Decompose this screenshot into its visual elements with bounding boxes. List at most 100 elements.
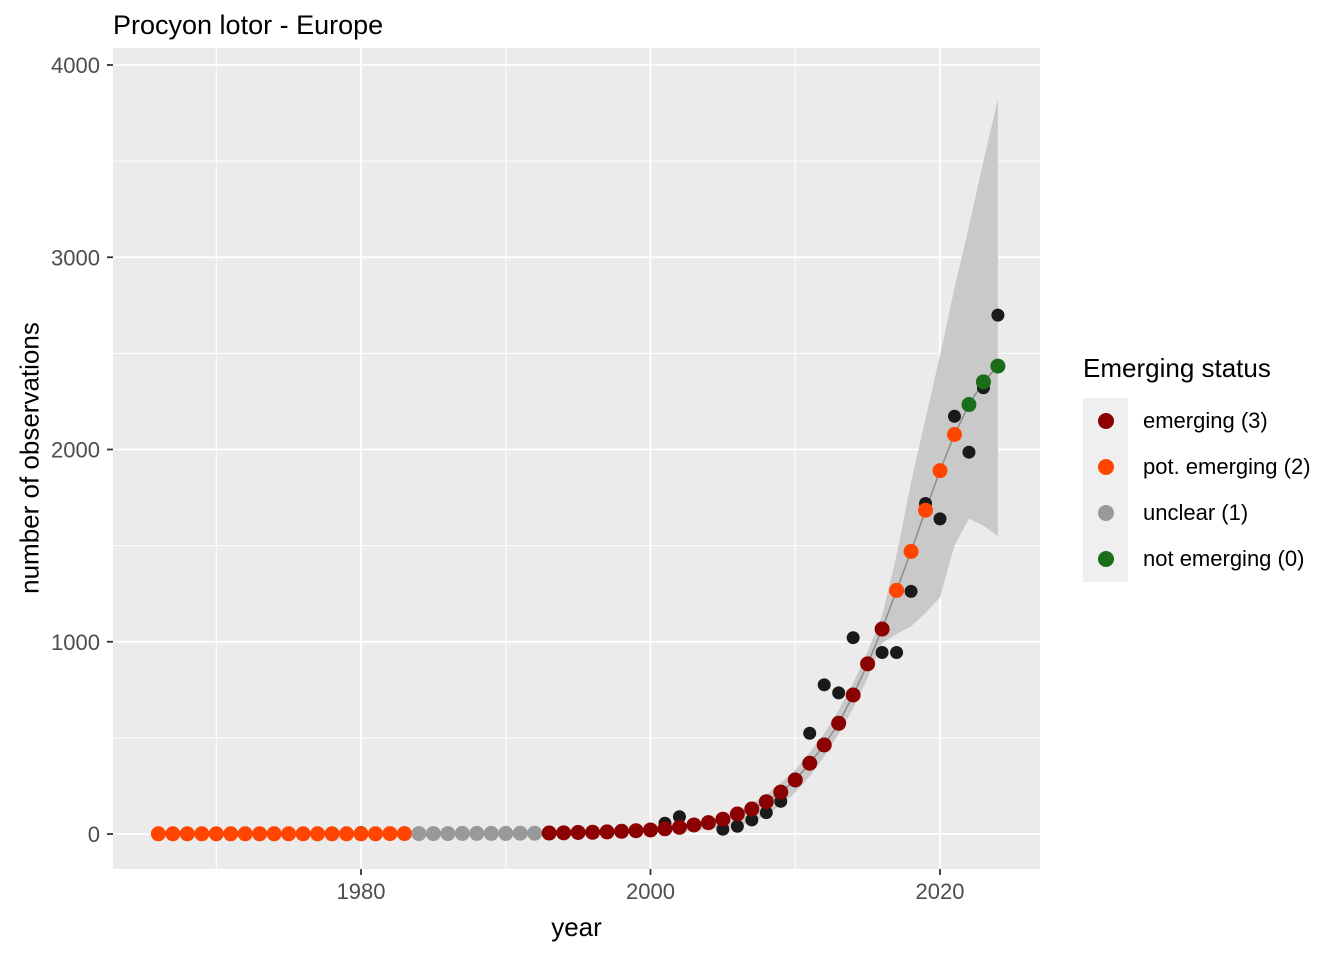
fitted-point	[643, 822, 658, 838]
fitted-point	[353, 826, 369, 842]
observed-point	[745, 813, 759, 827]
fitted-point	[237, 826, 253, 842]
fitted-point	[454, 825, 470, 841]
observed-point	[832, 686, 846, 700]
x-tick-label: 1980	[337, 879, 386, 904]
observed-point	[730, 819, 744, 833]
x-axis-title: year	[551, 912, 602, 942]
legend-item: emerging (3)	[1083, 398, 1311, 444]
fitted-point	[860, 656, 876, 672]
fitted-point	[396, 826, 412, 842]
observed-point	[904, 584, 918, 598]
fitted-point	[990, 358, 1006, 374]
y-tick-label: 0	[88, 822, 100, 847]
fitted-point	[961, 397, 977, 413]
fitted-point	[483, 825, 499, 841]
legend-dot-icon	[1097, 551, 1114, 567]
fitted-point	[744, 801, 760, 817]
fitted-point	[599, 824, 615, 840]
fitted-point	[469, 825, 485, 841]
legend-item-label: pot. emerging (2)	[1143, 454, 1311, 479]
plot-title: Procyon lotor - Europe	[113, 10, 384, 40]
fitted-point	[527, 825, 543, 841]
fitted-point	[208, 826, 224, 842]
legend-dot-icon	[1097, 505, 1114, 521]
observed-point	[962, 445, 976, 459]
fitted-point	[729, 806, 745, 822]
legend-item-label: emerging (3)	[1143, 408, 1268, 433]
panel-background	[113, 48, 1040, 869]
observed-point	[817, 678, 831, 692]
fitted-point	[903, 543, 919, 559]
observed-point	[890, 646, 904, 660]
fitted-point	[252, 826, 268, 842]
legend-key	[1083, 398, 1128, 444]
fitted-point	[324, 826, 340, 842]
y-axis-title: number of observations	[14, 322, 45, 594]
legend: Emerging status emerging (3) pot. emergin…	[1083, 353, 1311, 582]
fitted-point	[541, 825, 557, 841]
fitted-point	[440, 826, 456, 842]
observed-point	[991, 308, 1005, 322]
fitted-point	[816, 737, 832, 753]
legend-dot-icon	[1097, 413, 1114, 429]
fitted-point	[889, 582, 905, 598]
fitted-point	[758, 794, 774, 810]
y-tick-label: 1000	[51, 630, 100, 655]
observed-point	[933, 512, 947, 526]
fitted-point	[295, 826, 311, 842]
observed-point	[846, 631, 860, 645]
fitted-point	[570, 824, 586, 840]
observed-point	[947, 409, 961, 423]
legend-item: pot. emerging (2)	[1083, 444, 1311, 490]
fitted-point	[339, 826, 355, 842]
x-tick-label: 2020	[916, 879, 965, 904]
observed-point	[875, 646, 889, 660]
fitted-point	[281, 826, 297, 842]
fitted-point	[946, 427, 962, 443]
fitted-point	[498, 825, 514, 841]
legend-item-label: unclear (1)	[1143, 500, 1249, 525]
observed-point	[759, 806, 773, 820]
y-tick-label: 3000	[51, 245, 100, 270]
fitted-point	[845, 687, 861, 703]
fitted-point	[831, 715, 847, 731]
legend-item: unclear (1)	[1083, 490, 1311, 536]
fitted-point	[179, 826, 195, 842]
fitted-point	[975, 374, 991, 390]
fitted-point	[932, 463, 948, 479]
legend-key	[1083, 490, 1128, 536]
fitted-point	[411, 826, 427, 842]
observed-point	[672, 810, 686, 824]
observed-point	[803, 726, 817, 740]
fitted-point	[715, 811, 731, 827]
fitted-point	[512, 825, 528, 841]
fitted-point	[223, 826, 239, 842]
fitted-point	[382, 826, 398, 842]
fitted-point	[165, 826, 181, 842]
fitted-point	[802, 755, 818, 771]
legend-items: emerging (3) pot. emerging (2) unclear (1)…	[1083, 398, 1311, 582]
fitted-point	[671, 819, 687, 835]
y-tick-label: 4000	[51, 53, 100, 78]
x-tick-label: 2000	[626, 879, 675, 904]
fitted-point	[628, 823, 644, 839]
fitted-point	[773, 784, 789, 800]
y-tick-label: 2000	[51, 438, 100, 463]
legend-dot-icon	[1097, 459, 1114, 475]
fitted-point	[700, 815, 716, 831]
data-layer	[150, 99, 1006, 842]
fitted-point	[787, 772, 803, 788]
fitted-point	[874, 621, 890, 637]
legend-title: Emerging status	[1083, 353, 1271, 383]
fitted-point	[614, 823, 630, 839]
fitted-point	[266, 826, 282, 842]
fitted-point	[556, 825, 572, 841]
fitted-point	[310, 826, 326, 842]
fitted-point	[657, 821, 673, 837]
fitted-point	[194, 826, 210, 842]
legend-item-label: not emerging (0)	[1143, 546, 1305, 571]
fitted-point	[686, 817, 702, 833]
